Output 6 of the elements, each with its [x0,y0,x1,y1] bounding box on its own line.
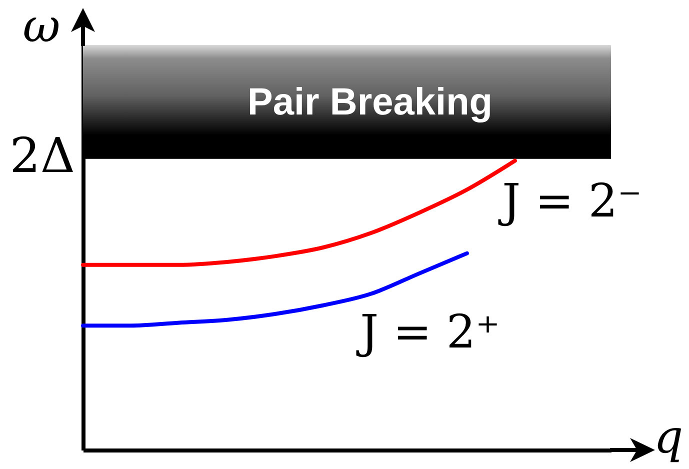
band-label: Pair Breaking [248,81,492,124]
y-axis-title: ω [22,0,60,52]
series-label: J = 2⁺ [356,304,500,358]
x-axis-title: q [654,410,684,464]
series-label: J = 2⁻ [498,174,642,228]
ref-line-label: 2Δ [10,128,75,184]
